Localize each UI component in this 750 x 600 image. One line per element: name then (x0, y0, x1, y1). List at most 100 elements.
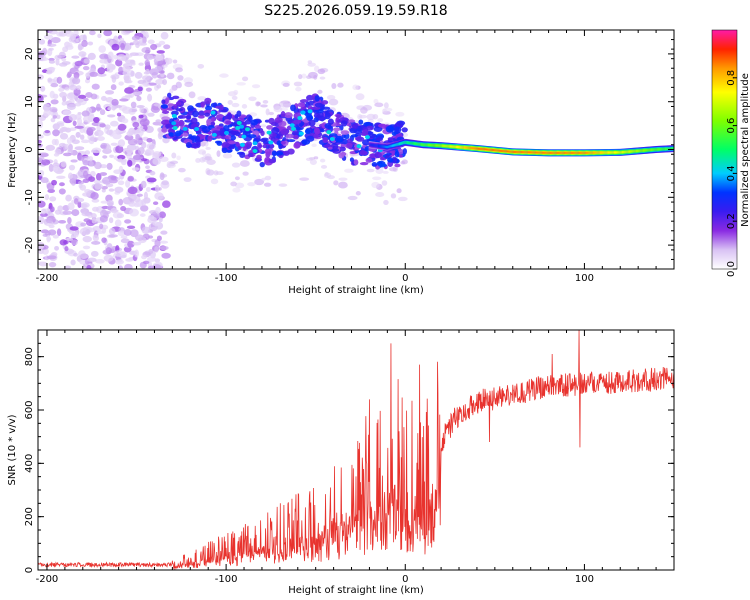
noise-cell (97, 33, 102, 39)
noise-cell (132, 40, 140, 46)
ridge-cell (478, 147, 480, 150)
noise-cell (124, 75, 131, 84)
ridge-cell (462, 146, 464, 149)
ridge-cell (569, 151, 572, 154)
ridge-cell (648, 148, 650, 152)
noise-cell (107, 114, 116, 118)
noise-cell (134, 71, 143, 79)
ridge-cell (660, 148, 662, 151)
noise-cell (155, 184, 160, 193)
colorbar-tick-label: 0.6 (726, 118, 737, 134)
noise-cell (148, 214, 155, 220)
noise-cell (103, 30, 113, 37)
noise-cell (372, 176, 382, 181)
noise-cell (94, 161, 102, 170)
ridge-cell (582, 151, 585, 154)
noise-cell (93, 107, 103, 111)
noise-cell (107, 106, 112, 111)
noise-cell (150, 43, 158, 51)
signal-cell (185, 141, 192, 148)
ridge-cell (556, 151, 559, 154)
noise-cell (111, 43, 120, 51)
signal-cell (327, 146, 333, 150)
colorbar-label: Normalized spectral amplitude (740, 73, 750, 227)
signal-peak (326, 130, 332, 135)
ridge-cell (406, 141, 408, 144)
noise-cell (366, 113, 376, 121)
noise-cell (158, 217, 163, 223)
spectrogram-y-label: Frequency (Hz) (7, 112, 18, 188)
noise-cell (73, 252, 78, 257)
noise-cell (377, 118, 384, 123)
noise-cell (71, 77, 81, 85)
noise-cell (110, 142, 118, 146)
signal-peak (307, 109, 313, 114)
signal-peak (241, 134, 247, 139)
ridge-cell (605, 151, 607, 154)
ridge-cell (606, 151, 608, 154)
noise-cell (105, 97, 114, 103)
ridge-cell (664, 147, 666, 151)
noise-cell (381, 180, 388, 186)
noise-cell (152, 221, 161, 226)
noise-cell (66, 137, 73, 145)
noise-cell (326, 95, 336, 101)
signal-cell (260, 130, 265, 137)
noise-cell (160, 31, 169, 40)
ridge-cell (436, 144, 438, 147)
ridge-cell (480, 147, 483, 151)
ridge-cell (381, 145, 384, 148)
noise-cell (141, 226, 151, 234)
ridge-cell (400, 142, 402, 145)
noise-cell (116, 213, 124, 219)
noise-cell (96, 73, 107, 77)
ridge-cell (644, 149, 646, 152)
noise-cell (148, 235, 154, 239)
signal-cell (387, 157, 393, 163)
signal-cell (335, 114, 342, 118)
noise-cell (80, 202, 90, 208)
noise-cell (60, 161, 67, 168)
ridge-cell (519, 150, 521, 154)
noise-cell (126, 152, 132, 160)
noise-cell (126, 147, 134, 154)
noise-cell (140, 180, 147, 189)
signal-cell (230, 135, 237, 141)
ridge-cell (424, 143, 427, 146)
noise-cell (129, 208, 139, 217)
noise-cell (85, 72, 90, 78)
noise-cell (145, 187, 151, 193)
signal-cell (228, 145, 235, 150)
noise-cell (166, 58, 173, 64)
noise-cell (333, 180, 339, 186)
noise-cell (130, 70, 135, 77)
signal-cell (378, 163, 387, 168)
noise-cell (83, 218, 91, 223)
noise-cell (230, 181, 237, 187)
signal-cell (219, 104, 224, 111)
ridge-cell (583, 151, 586, 154)
signal-cell (387, 137, 394, 141)
noise-cell (44, 194, 50, 201)
noise-cell (137, 86, 143, 92)
noise-cell (62, 110, 72, 116)
ridge-cell (533, 151, 535, 154)
noise-cell (155, 206, 161, 214)
ridge-cell (432, 144, 434, 147)
noise-cell (311, 143, 317, 148)
noise-cell (163, 44, 171, 50)
ridge-cell (490, 148, 492, 151)
signal-cell (264, 148, 272, 155)
ridge-cell (491, 148, 493, 152)
noise-cell (62, 152, 72, 157)
signal-cell (272, 133, 278, 137)
noise-cell (80, 139, 90, 144)
noise-cell (89, 71, 99, 77)
noise-cell (40, 208, 47, 215)
ridge-cell (574, 151, 576, 154)
signal-cell (395, 133, 403, 138)
signal-peak (239, 124, 245, 129)
ridge-cell (496, 149, 499, 152)
ridge-cell (638, 149, 641, 152)
ridge-cell (461, 146, 463, 149)
